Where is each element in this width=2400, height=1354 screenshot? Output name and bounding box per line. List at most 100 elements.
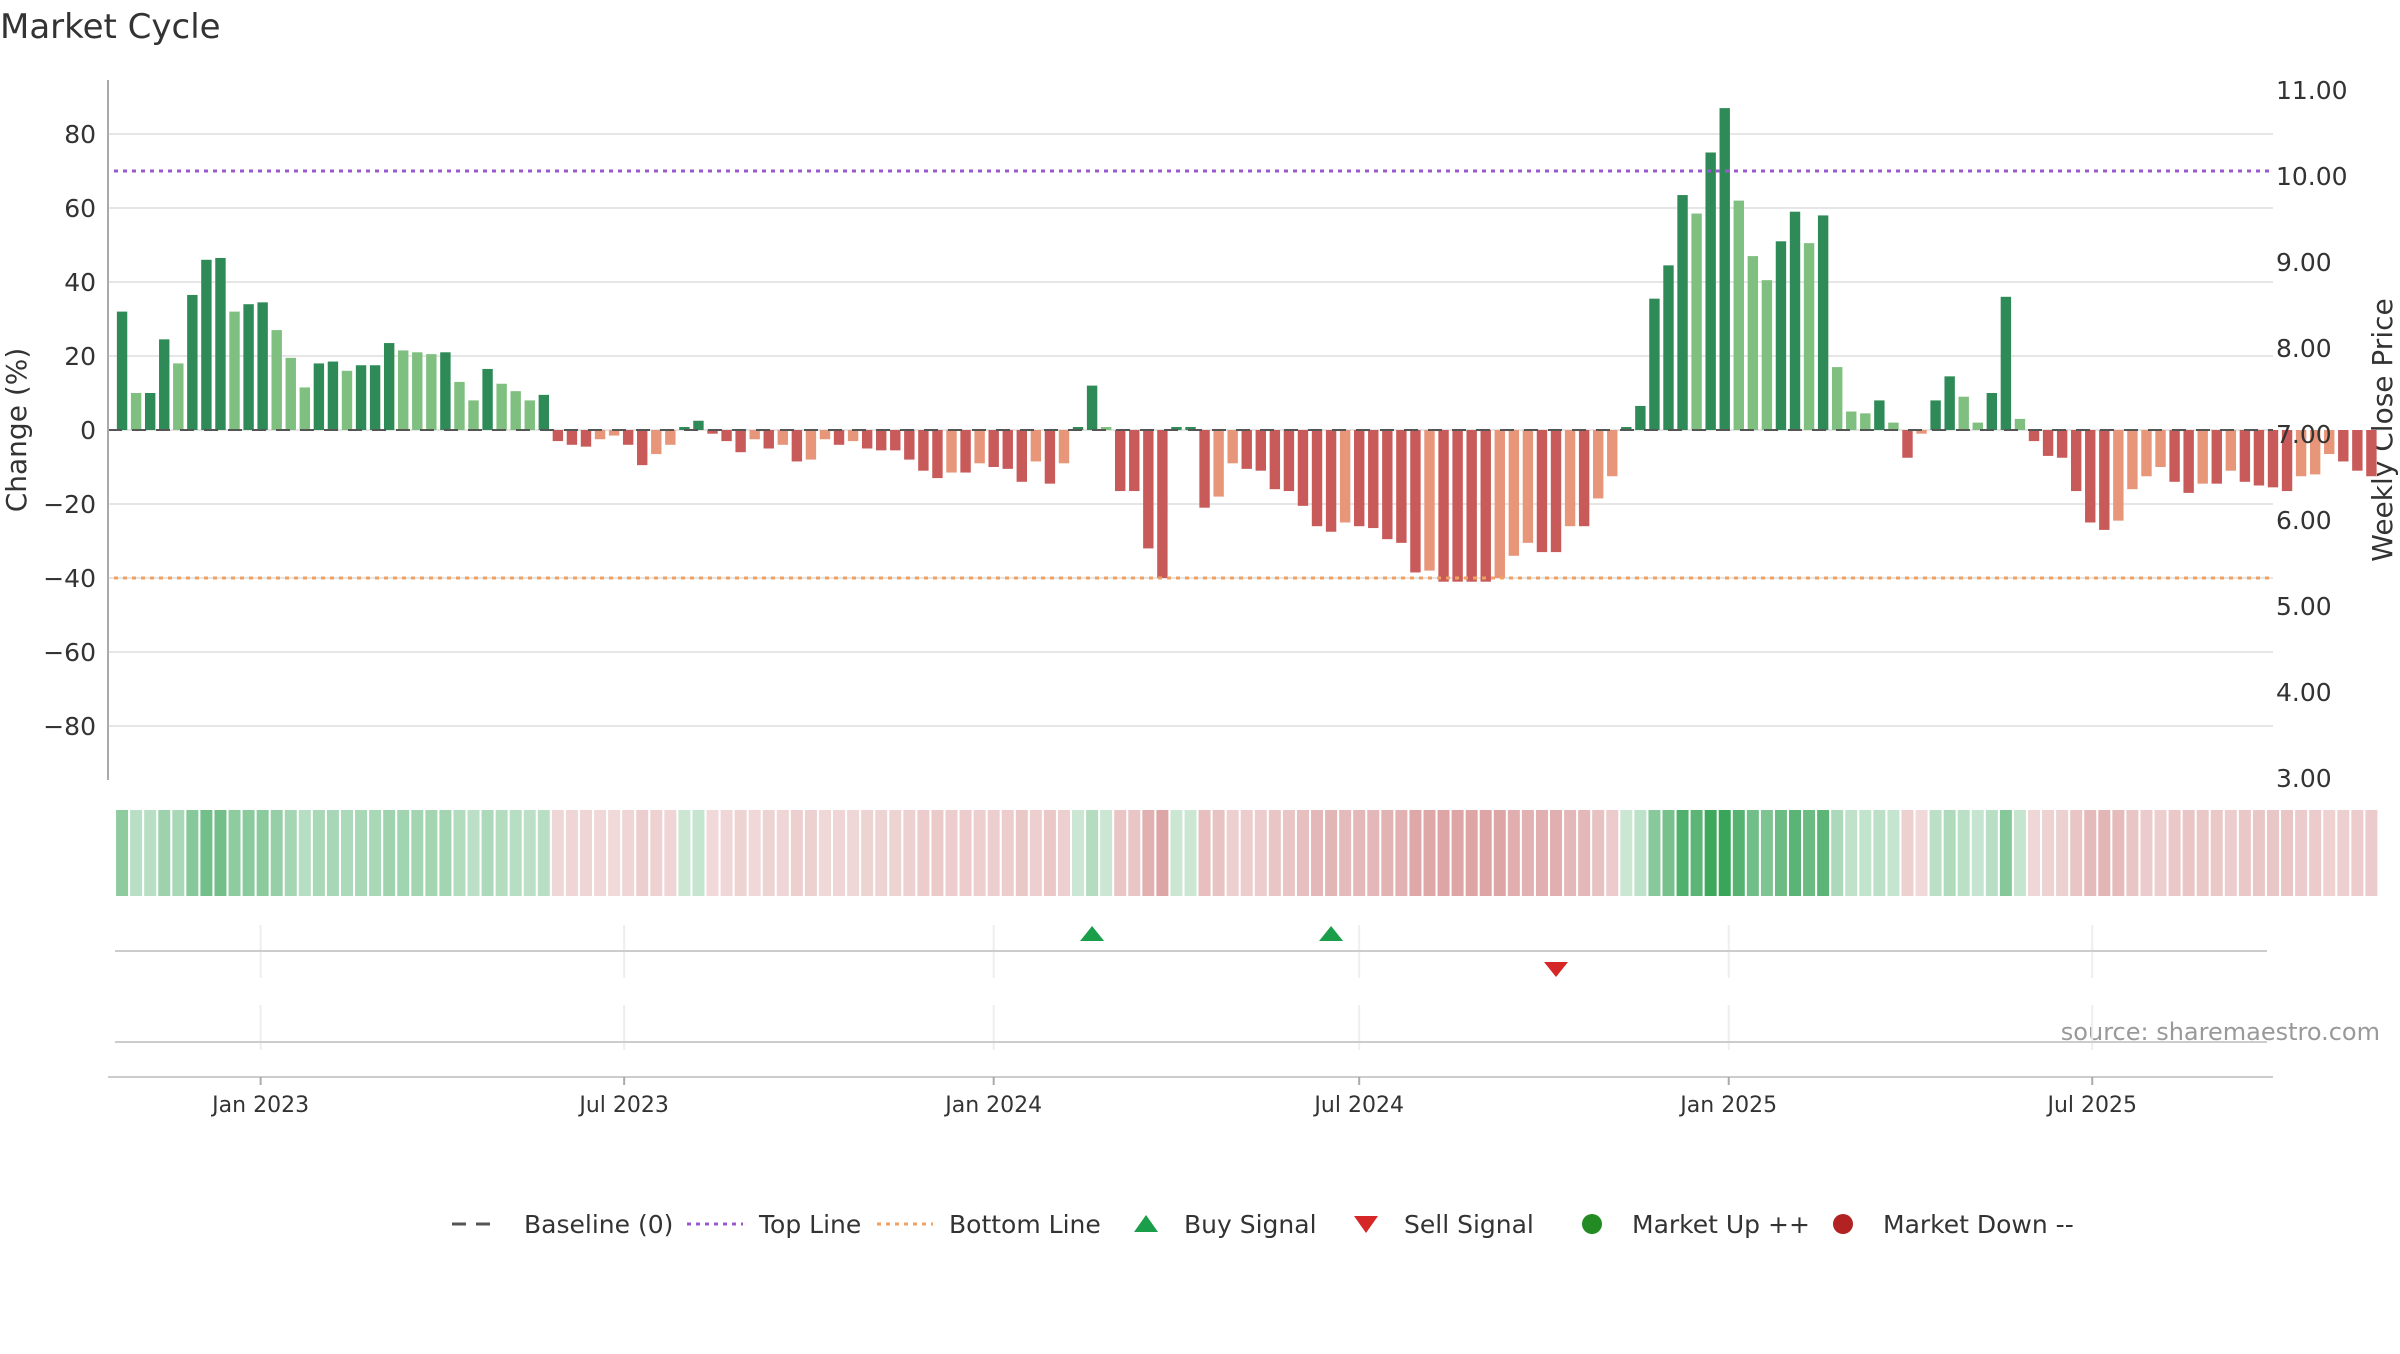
strip-cell bbox=[1451, 810, 1464, 896]
bar bbox=[946, 430, 957, 473]
bar bbox=[707, 430, 718, 434]
strip-cell bbox=[355, 810, 368, 896]
strip-cell bbox=[2013, 810, 2026, 896]
strip-cell bbox=[579, 810, 592, 896]
strip-cell bbox=[1971, 810, 1984, 896]
bar bbox=[1803, 243, 1815, 430]
bar bbox=[1831, 367, 1843, 430]
strip-cell bbox=[608, 810, 621, 896]
strip-cell bbox=[1943, 810, 1956, 896]
bar bbox=[1044, 430, 1056, 484]
strip-cell bbox=[1690, 810, 1703, 896]
bar bbox=[622, 430, 634, 445]
legend-swatch-circle bbox=[1582, 1214, 1602, 1234]
y2-tick-label: 9.00 bbox=[2276, 248, 2332, 277]
bar bbox=[1550, 430, 1562, 553]
bar bbox=[1761, 280, 1773, 430]
strip-cell bbox=[1254, 810, 1267, 896]
bar bbox=[1874, 400, 1885, 430]
strip-cell bbox=[1746, 810, 1759, 896]
bar bbox=[594, 430, 606, 440]
bar bbox=[763, 430, 774, 449]
bar bbox=[229, 311, 240, 430]
strip-cell bbox=[1395, 810, 1408, 896]
bar bbox=[510, 391, 521, 430]
strip-cell bbox=[1592, 810, 1605, 896]
bar bbox=[2155, 430, 2166, 467]
bar bbox=[1424, 430, 1435, 571]
strip-cell bbox=[1493, 810, 1506, 896]
bar bbox=[1072, 427, 1084, 430]
bar bbox=[2197, 430, 2208, 484]
strip-cell bbox=[2168, 810, 2181, 896]
strip-cell bbox=[2084, 810, 2097, 896]
strip-cell bbox=[284, 810, 297, 896]
bar bbox=[932, 430, 943, 479]
strip-cell bbox=[1831, 810, 1844, 896]
strip-cell bbox=[1367, 810, 1380, 896]
strip-cell bbox=[2267, 810, 2279, 896]
strip-cell bbox=[1620, 810, 1633, 896]
x-tick-label: Jan 2025 bbox=[1678, 1093, 1777, 1118]
strip-cell bbox=[2098, 810, 2111, 896]
bar bbox=[1396, 430, 1407, 543]
bar bbox=[398, 350, 409, 430]
strip-cell bbox=[678, 810, 691, 896]
legend-label: Market Up ++ bbox=[1632, 1210, 1810, 1239]
bar bbox=[412, 352, 423, 430]
strip-cell bbox=[1479, 810, 1492, 896]
strip-cell bbox=[1817, 810, 1830, 896]
strip-cell bbox=[340, 810, 353, 896]
strip-cell bbox=[1240, 810, 1253, 896]
strip-cell bbox=[467, 810, 480, 896]
bar bbox=[1522, 430, 1534, 543]
bar bbox=[1677, 195, 1688, 430]
bar bbox=[904, 430, 915, 460]
bar bbox=[735, 430, 746, 453]
bar bbox=[341, 370, 353, 430]
strip-cell bbox=[875, 810, 888, 896]
bar bbox=[173, 363, 184, 430]
strip-cell bbox=[1072, 810, 1085, 896]
bar bbox=[1466, 430, 1477, 582]
bar bbox=[1817, 215, 1829, 430]
bar bbox=[2169, 430, 2180, 482]
bar bbox=[2085, 430, 2096, 523]
bar bbox=[2225, 430, 2237, 471]
bar bbox=[552, 430, 564, 442]
bar bbox=[1719, 108, 1730, 430]
bar bbox=[1480, 430, 1491, 582]
strip-cell bbox=[2182, 810, 2195, 896]
bar bbox=[2267, 430, 2279, 488]
strip-cell bbox=[411, 810, 424, 896]
bar bbox=[1930, 400, 1941, 430]
bar bbox=[2253, 430, 2265, 486]
strip-cell bbox=[861, 810, 874, 896]
strip-cell bbox=[2351, 810, 2364, 896]
bar bbox=[1086, 385, 1098, 430]
y-tick-label: 40 bbox=[64, 268, 96, 297]
y-axis-label: Change (%) bbox=[0, 348, 33, 513]
strip-cell bbox=[734, 810, 747, 896]
bar bbox=[2028, 430, 2040, 442]
bar bbox=[1592, 430, 1604, 499]
strip-cell bbox=[2112, 810, 2125, 896]
bar bbox=[116, 311, 128, 430]
bar bbox=[1691, 213, 1702, 430]
strip-cell bbox=[1311, 810, 1324, 896]
strip-cell bbox=[1732, 810, 1745, 896]
strip-cell bbox=[2309, 810, 2322, 896]
bar bbox=[2056, 430, 2068, 458]
bar bbox=[1775, 241, 1787, 430]
bar bbox=[1255, 430, 1266, 471]
strip-cell bbox=[2028, 810, 2041, 896]
bar bbox=[1621, 427, 1632, 430]
strip-cell bbox=[1001, 810, 1014, 896]
bar bbox=[651, 430, 662, 455]
strip-cell bbox=[2140, 810, 2153, 896]
bar bbox=[1171, 427, 1182, 430]
legend-label: Top Line bbox=[758, 1210, 861, 1239]
legend-swatch-triangle-up bbox=[1134, 1215, 1158, 1232]
bar bbox=[1157, 430, 1168, 578]
